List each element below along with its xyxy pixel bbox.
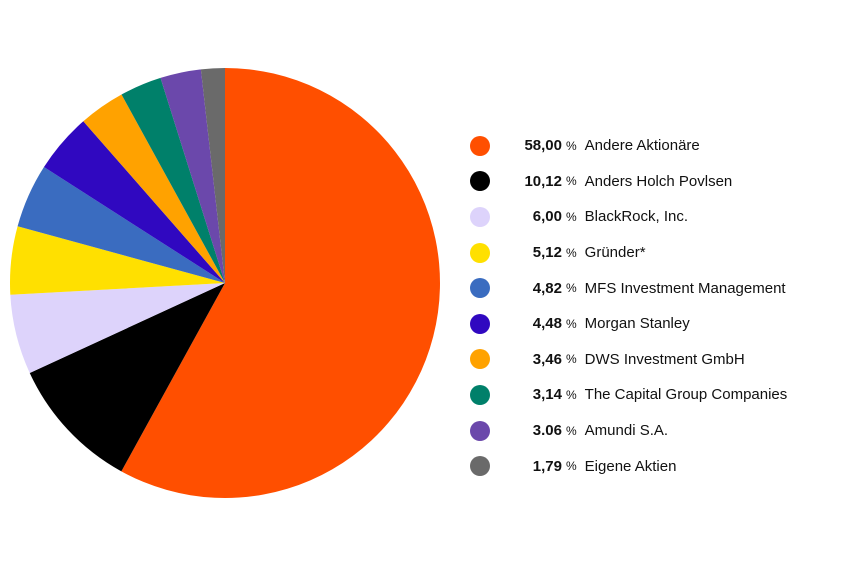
legend-swatch xyxy=(470,384,490,405)
legend-swatch xyxy=(470,206,490,227)
legend-item: 6,00 % BlackRock, Inc. xyxy=(470,199,830,235)
legend-value: 4,48 xyxy=(532,315,562,333)
pie-slice xyxy=(10,283,225,373)
legend-item: 4,82 % MFS Investment Management xyxy=(470,270,830,306)
legend-value: 3,14 xyxy=(532,386,562,404)
legend-label: Eigene Aktien xyxy=(584,457,677,475)
legend-item: 4,48 % Morgan Stanley xyxy=(470,306,830,342)
legend-swatch xyxy=(470,313,490,334)
legend-label: Morgan Stanley xyxy=(584,315,690,333)
legend-value: 3.06 xyxy=(532,422,562,440)
legend-value: 6,00 xyxy=(532,208,562,226)
legend-swatch xyxy=(470,135,490,156)
legend-percent-sign: % xyxy=(566,459,577,474)
legend-percent-sign: % xyxy=(566,316,577,331)
legend-value: 3,46 xyxy=(532,350,562,368)
legend-label: Amundi S.A. xyxy=(584,422,669,440)
legend-label: The Capital Group Companies xyxy=(584,386,788,404)
legend-label: Andere Aktionäre xyxy=(584,137,700,155)
pie-slice xyxy=(200,68,225,283)
legend-swatch xyxy=(470,242,490,263)
legend-value: 4,82 xyxy=(532,279,562,297)
legend-swatch xyxy=(470,420,490,441)
legend-value: 10,12 xyxy=(524,172,562,190)
legend-swatch xyxy=(470,456,490,477)
pie-slice xyxy=(29,283,225,472)
legend-swatch xyxy=(470,278,490,299)
legend-value: 58,00 xyxy=(524,137,562,155)
legend-value: 1,79 xyxy=(532,457,562,475)
legend: 58,00 % Andere Aktionäre 10,12 % Anders … xyxy=(470,128,830,484)
pie-slice xyxy=(17,167,225,283)
legend-percent-sign: % xyxy=(566,138,577,153)
legend-item: 3,46 % DWS Investment GmbH xyxy=(470,342,830,378)
legend-percent-sign: % xyxy=(566,209,577,224)
pie-slice xyxy=(160,69,225,283)
pie-slice xyxy=(83,94,225,283)
legend-label: Anders Holch Povlsen xyxy=(584,172,733,190)
legend-swatch xyxy=(470,171,490,192)
legend-swatch xyxy=(470,349,490,370)
legend-percent-sign: % xyxy=(566,174,577,189)
legend-item: 1,79 % Eigene Aktien xyxy=(470,448,830,484)
legend-percent-sign: % xyxy=(566,281,577,296)
pie-slice xyxy=(43,121,225,283)
legend-item: 58,00 % Andere Aktionäre xyxy=(470,128,830,164)
legend-percent-sign: % xyxy=(566,387,577,402)
legend-item: 3,14 % The Capital Group Companies xyxy=(470,377,830,413)
pie-slice xyxy=(9,226,226,295)
legend-item: 5,12 % Gründer* xyxy=(470,235,830,271)
pie-slice xyxy=(121,77,225,283)
legend-percent-sign: % xyxy=(566,352,577,367)
legend-label: MFS Investment Management xyxy=(584,279,786,297)
legend-percent-sign: % xyxy=(566,423,577,438)
legend-percent-sign: % xyxy=(566,245,577,260)
pie-slice xyxy=(121,68,440,498)
legend-label: BlackRock, Inc. xyxy=(584,208,689,226)
legend-label: Gründer* xyxy=(584,244,646,262)
legend-item: 10,12 % Anders Holch Povlsen xyxy=(470,164,830,200)
legend-label: DWS Investment GmbH xyxy=(584,350,745,368)
legend-item: 3.06 % Amundi S.A. xyxy=(470,413,830,449)
legend-value: 5,12 xyxy=(532,244,562,262)
